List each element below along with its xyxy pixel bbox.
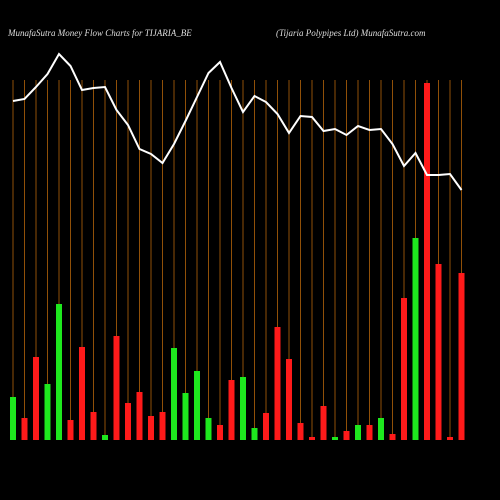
bar [424,83,430,440]
bar [33,357,39,440]
bar [159,412,166,440]
bar [10,397,16,440]
bar [389,434,396,440]
bar [355,425,361,440]
bar [44,384,51,440]
bar [447,437,453,440]
bar [205,418,212,440]
bar [286,359,292,440]
money-flow-line [12,52,463,191]
bar [240,377,246,440]
bar [412,238,419,440]
bar [56,304,62,440]
bar [297,423,304,440]
bar [90,412,97,440]
bar [194,371,200,440]
bar [309,437,315,440]
bar [113,336,120,440]
bar [182,393,189,440]
bar [102,435,108,440]
bar [320,406,327,440]
bar [21,418,28,440]
bar [274,327,281,440]
bar [332,437,338,440]
bar [378,418,384,440]
bar [136,392,143,440]
bar [458,273,465,440]
bar [343,431,350,440]
bar [251,428,258,440]
chart-title: MunafaSutra Money Flow Charts for TIJARI… [7,28,192,38]
bar [171,348,177,440]
chart-subtitle: (Tijaria Polypipes Ltd) MunafaSutra.com [276,28,426,38]
bar [366,425,373,440]
bar [125,403,131,440]
bar [217,425,223,440]
bar [435,264,442,440]
bar [148,416,154,440]
bar [401,298,407,440]
bar [79,347,85,440]
bar [228,380,235,440]
bar [263,413,269,440]
bar [67,420,74,440]
